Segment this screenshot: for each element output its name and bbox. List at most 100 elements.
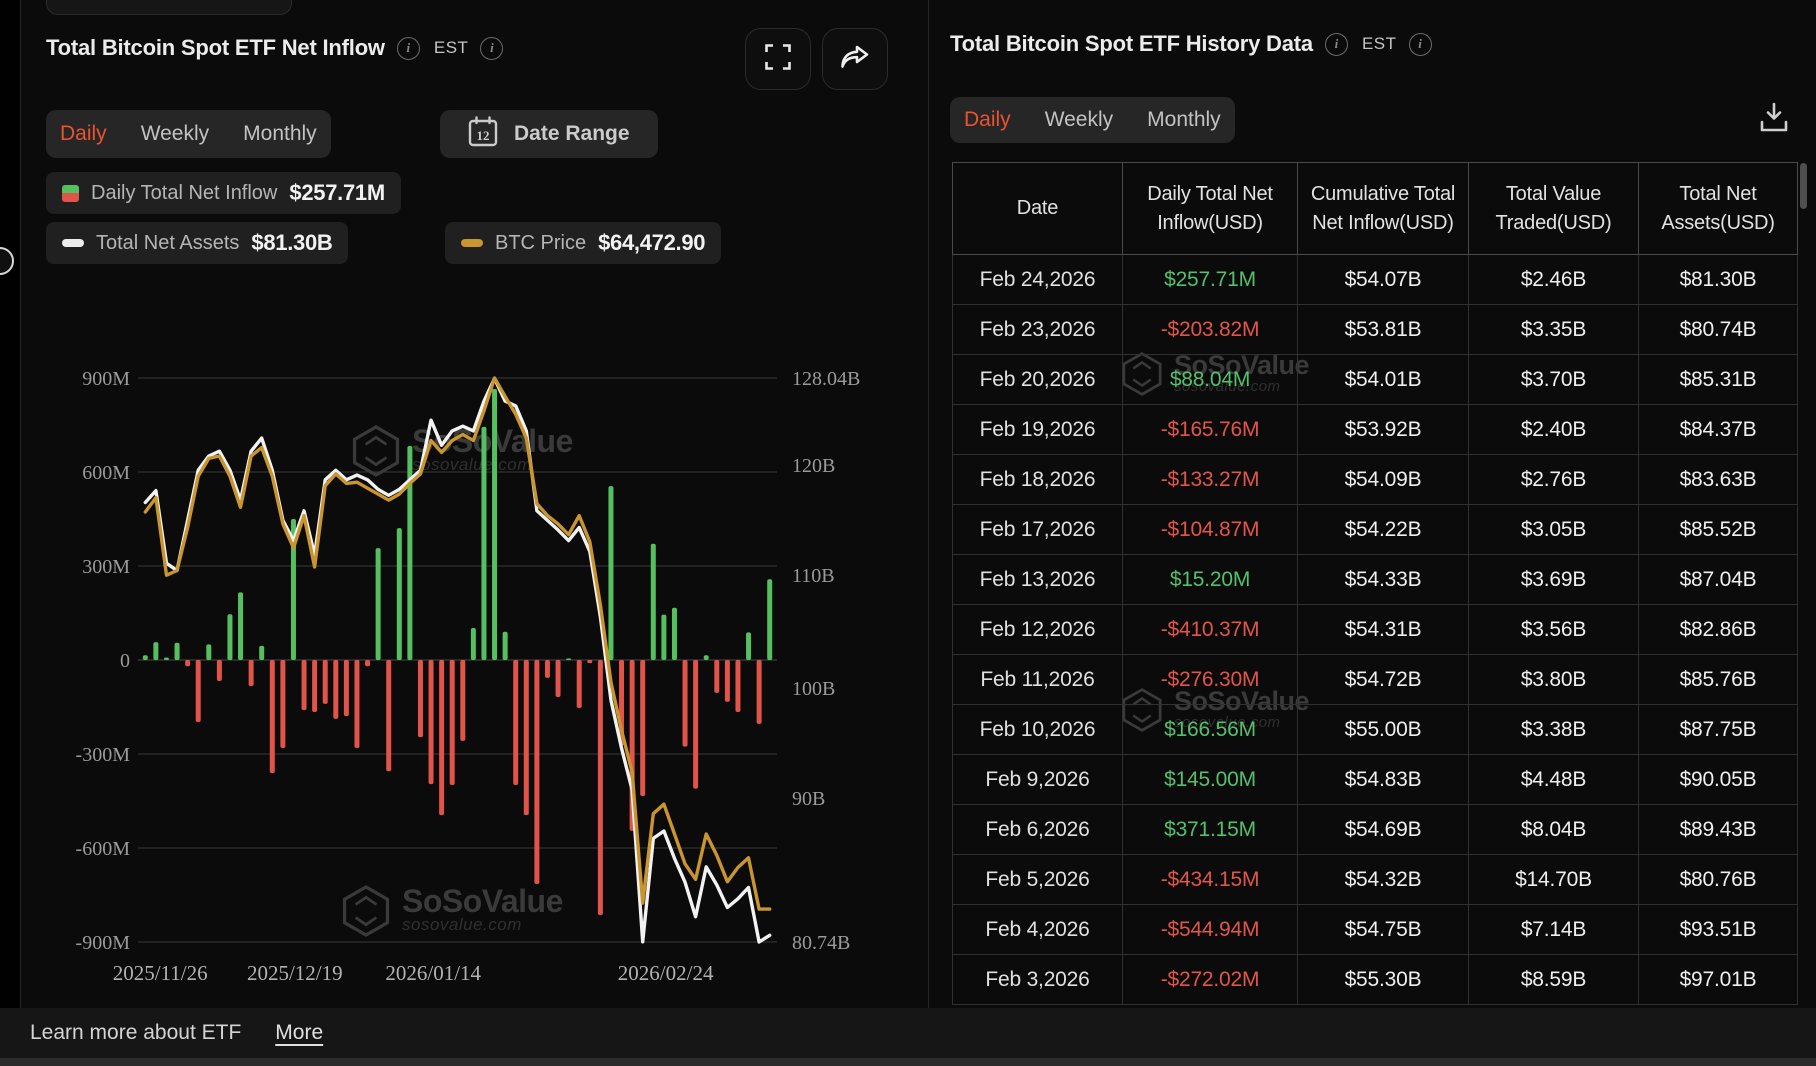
legend-total-net-assets[interactable]: Total Net Assets $81.30B: [46, 222, 349, 264]
legend-value: $257.71M: [289, 180, 385, 205]
net-inflow-cell: -$410.37M: [1122, 604, 1298, 655]
date-cell: Feb 9,2026: [952, 754, 1123, 805]
info-icon[interactable]: i: [396, 36, 420, 60]
timezone-info-icon[interactable]: i: [1408, 32, 1432, 56]
date-cell: Feb 11,2026: [952, 654, 1123, 705]
tab-weekly[interactable]: Weekly: [140, 122, 210, 145]
net-inflow-cell: -$165.76M: [1122, 404, 1298, 455]
net-assets-cell: $90.05B: [1638, 754, 1798, 805]
table-row: Feb 18,2026 -$133.27M $54.09B $2.76B $83.63B: [952, 454, 1798, 505]
sidebar-toggle-button[interactable]: [0, 247, 14, 275]
bottom-edge-strip: [0, 1058, 1816, 1066]
net-inflow-cell: -$203.82M: [1122, 304, 1298, 355]
svg-text:300M: 300M: [82, 556, 130, 578]
table-row: Feb 13,2026 $15.20M $54.33B $3.69B $87.04B: [952, 554, 1798, 605]
gridlines: [138, 377, 777, 943]
value-traded-cell: $3.05B: [1468, 504, 1639, 555]
net-inflow-cell: -$276.30M: [1122, 654, 1298, 705]
x-axis-labels: 2025/11/26 2025/12/19 2026/01/14 2026/02/24: [113, 961, 714, 985]
share-button[interactable]: [822, 28, 888, 90]
download-button[interactable]: [1754, 100, 1794, 140]
download-icon: [1759, 102, 1789, 139]
svg-text:2026/01/14: 2026/01/14: [385, 961, 481, 985]
column-header: Daily Total Net Inflow(USD): [1122, 162, 1298, 255]
tab-daily[interactable]: Daily: [60, 122, 107, 145]
date-cell: Feb 12,2026: [952, 604, 1123, 655]
fullscreen-button[interactable]: [745, 28, 811, 90]
value-traded-cell: $8.04B: [1468, 804, 1639, 855]
chart-panel-title: Total Bitcoin Spot ETF Net Inflow: [46, 35, 385, 60]
svg-text:2025/12/19: 2025/12/19: [247, 961, 343, 985]
value-traded-cell: $2.40B: [1468, 404, 1639, 455]
net-assets-cell: $85.31B: [1638, 354, 1798, 405]
svg-text:-300M: -300M: [76, 744, 131, 766]
cumulative-inflow-cell: $54.32B: [1297, 854, 1469, 905]
svg-text:90B: 90B: [792, 788, 825, 810]
svg-text:0: 0: [120, 650, 130, 672]
legend-btc-price[interactable]: BTC Price $64,472.90: [445, 222, 722, 264]
date-range-label: Date Range: [514, 122, 630, 145]
table-period-tabs: Daily Weekly Monthly: [950, 97, 1235, 143]
legend-value: $64,472.90: [598, 230, 706, 255]
footer-bar: Learn more about ETF More: [0, 1008, 1816, 1058]
tab-daily[interactable]: Daily: [964, 108, 1011, 131]
net-assets-legend-icon: [62, 239, 84, 247]
tab-monthly[interactable]: Monthly: [1147, 108, 1221, 131]
svg-text:-900M: -900M: [76, 932, 131, 954]
value-traded-cell: $7.14B: [1468, 904, 1639, 955]
svg-text:128.04B: 128.04B: [792, 368, 860, 390]
net-inflow-cell: -$104.87M: [1122, 504, 1298, 555]
net-inflow-chart[interactable]: 900M600M300M0-300M-600M-900M128.04B120B1…: [20, 0, 928, 1008]
legend-daily-net-inflow[interactable]: Daily Total Net Inflow $257.71M: [46, 172, 401, 214]
column-header: Total Value Traded(USD): [1468, 162, 1639, 255]
footer-text: Learn more about ETF: [30, 1021, 242, 1044]
value-traded-cell: $3.70B: [1468, 354, 1639, 405]
column-header: Cumulative Total Net Inflow(USD): [1297, 162, 1469, 255]
net-inflow-cell: -$544.94M: [1122, 904, 1298, 955]
net-assets-cell: $89.43B: [1638, 804, 1798, 855]
value-traded-cell: $2.46B: [1468, 254, 1639, 305]
date-cell: Feb 17,2026: [952, 504, 1123, 555]
cumulative-inflow-cell: $53.81B: [1297, 304, 1469, 355]
table-row: Feb 17,2026 -$104.87M $54.22B $3.05B $85.52B: [952, 504, 1798, 555]
history-data-table: Date Daily Total Net Inflow(USD) Cumulativ…: [952, 162, 1798, 1005]
cumulative-inflow-cell: $54.31B: [1297, 604, 1469, 655]
net-inflow-cell: -$434.15M: [1122, 854, 1298, 905]
date-cell: Feb 24,2026: [952, 254, 1123, 305]
net-inflow-cell: $371.15M: [1122, 804, 1298, 855]
footer-more-link[interactable]: More: [275, 1021, 324, 1044]
table-row: Feb 24,2026 $257.71M $54.07B $2.46B $81.30B: [952, 254, 1798, 305]
net-assets-cell: $85.52B: [1638, 504, 1798, 555]
net-assets-cell: $81.30B: [1638, 254, 1798, 305]
inflow-legend-icon: [62, 184, 79, 202]
value-traded-cell: $3.35B: [1468, 304, 1639, 355]
net-assets-cell: $87.75B: [1638, 704, 1798, 755]
net-inflow-bars[interactable]: [142, 388, 773, 916]
net-assets-cell: $87.04B: [1638, 554, 1798, 605]
value-traded-cell: $3.80B: [1468, 654, 1639, 705]
table-row: Feb 19,2026 -$165.76M $53.92B $2.40B $84.37B: [952, 404, 1798, 455]
date-cell: Feb 20,2026: [952, 354, 1123, 405]
svg-text:80.74B: 80.74B: [792, 932, 850, 954]
tab-monthly[interactable]: Monthly: [243, 122, 317, 145]
svg-text:110B: 110B: [792, 565, 835, 587]
date-cell: Feb 10,2026: [952, 704, 1123, 755]
table-row: Feb 20,2026 $88.04M $54.01B $3.70B $85.31B: [952, 354, 1798, 405]
net-assets-cell: $80.76B: [1638, 854, 1798, 905]
share-icon: [840, 44, 870, 75]
table-row: Feb 10,2026 $166.56M $55.00B $3.38B $87.75B: [952, 704, 1798, 755]
timezone-info-icon[interactable]: i: [480, 36, 504, 60]
table-row: Feb 9,2026 $145.00M $54.83B $4.48B $90.05B: [952, 754, 1798, 805]
calendar-icon: 12: [468, 115, 498, 153]
date-cell: Feb 19,2026: [952, 404, 1123, 455]
history-data-panel: Total Bitcoin Spot ETF History Data i ES…: [928, 0, 1816, 1008]
table-scrollbar-thumb[interactable]: [1800, 163, 1807, 209]
info-icon[interactable]: i: [1324, 32, 1348, 56]
cumulative-inflow-cell: $54.09B: [1297, 454, 1469, 505]
table-row: Feb 11,2026 -$276.30M $54.72B $3.80B $85.76B: [952, 654, 1798, 705]
date-range-button[interactable]: 12 Date Range: [440, 110, 658, 158]
net-inflow-cell: -$272.02M: [1122, 954, 1298, 1005]
cumulative-inflow-cell: $54.22B: [1297, 504, 1469, 555]
tab-weekly[interactable]: Weekly: [1044, 108, 1114, 131]
date-cell: Feb 6,2026: [952, 804, 1123, 855]
